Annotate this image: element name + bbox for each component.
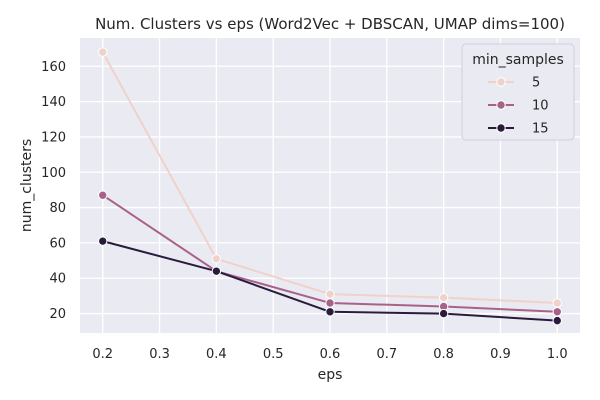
- y-tick-label: 80: [49, 201, 66, 216]
- data-point: [438, 308, 449, 319]
- data-point: [552, 315, 562, 326]
- y-tick-label: 60: [49, 236, 66, 251]
- legend: min_samples 5 10 15: [461, 43, 575, 141]
- series-15: [98, 236, 562, 326]
- data-point: [98, 190, 108, 200]
- legend-label: 5: [532, 76, 540, 91]
- data-point: [98, 47, 108, 57]
- x-tick-label: 0.2: [92, 347, 113, 362]
- x-tick-label: 0.8: [433, 347, 454, 362]
- data-point: [325, 298, 335, 308]
- data-point: [211, 266, 222, 276]
- legend-box: [461, 43, 575, 141]
- legend-title: min_samples: [472, 52, 564, 68]
- y-tick-label: 40: [49, 272, 66, 287]
- x-tick-label: 0.9: [490, 347, 511, 362]
- y-tick-label: 20: [49, 307, 66, 322]
- legend-label: 10: [532, 99, 549, 114]
- data-point: [98, 236, 108, 246]
- y-axis-label: num_clusters: [19, 139, 35, 232]
- x-axis-label: eps: [318, 367, 343, 383]
- data-point: [325, 307, 335, 317]
- data-point: [438, 292, 449, 303]
- x-tick-label: 1.0: [547, 347, 568, 362]
- series-5: [98, 47, 562, 308]
- data-point: [211, 254, 222, 264]
- data-point: [552, 298, 562, 308]
- legend-swatch-marker: [496, 100, 506, 110]
- legend-entry: 5: [488, 76, 540, 91]
- legend-entry: 10: [488, 99, 549, 114]
- data-point: [325, 289, 335, 299]
- y-tick-label: 160: [41, 60, 66, 75]
- x-tick-label: 0.5: [263, 347, 284, 362]
- x-tick-label: 0.6: [320, 347, 341, 362]
- x-tick-label: 0.3: [149, 347, 170, 362]
- legend-label: 15: [532, 122, 549, 137]
- y-tick-label: 120: [41, 130, 66, 145]
- tick-labels: 0.2 0.3 0.4 0.5 0.6 0.7 0.8 0.9 1.0 20 40 60 80 100 12…: [41, 60, 567, 362]
- chart-title: Num. Clusters vs eps (Word2Vec + DBSCAN,…: [95, 15, 565, 33]
- series-layer: [98, 47, 562, 326]
- y-tick-label: 140: [41, 95, 66, 110]
- x-tick-label: 0.4: [206, 347, 227, 362]
- x-tick-label: 0.7: [376, 347, 397, 362]
- legend-swatch-marker: [496, 77, 506, 87]
- data-point: [552, 307, 562, 317]
- legend-swatch-marker: [496, 123, 506, 133]
- y-tick-label: 100: [41, 166, 66, 181]
- legend-entry: 15: [488, 122, 549, 137]
